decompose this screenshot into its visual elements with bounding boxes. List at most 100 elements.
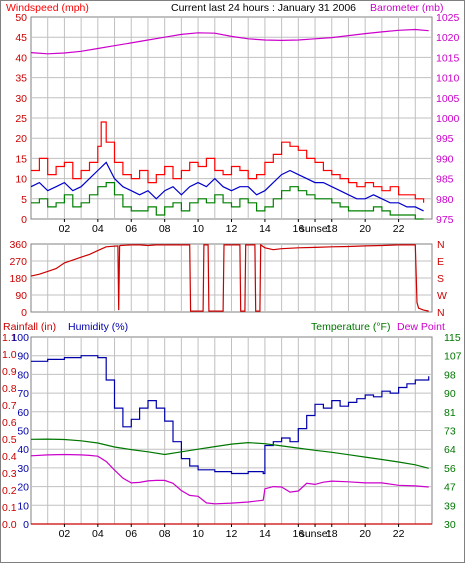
humidity-label: Humidity (%) xyxy=(68,321,128,333)
temperature-tick-label: 115 xyxy=(444,332,461,344)
barometer-tick-label: 990 xyxy=(436,153,454,165)
humidity-tick-label: 0 xyxy=(23,519,29,531)
wind-series-gust xyxy=(31,121,425,203)
barometer-tick-label: 995 xyxy=(436,133,454,145)
temperature-tick-label: 73 xyxy=(444,426,456,438)
wind-x-tick-label: 08 xyxy=(159,223,171,235)
humidity-x-tick-label: sunset xyxy=(300,528,331,540)
temperature-tick-label: 81 xyxy=(444,407,456,419)
direction-tick-label: 0 xyxy=(21,307,27,319)
rainfall-tick-label: 0.2 xyxy=(2,485,17,497)
humidity-x-tick-label: 08 xyxy=(159,528,171,540)
humidity-x-tick-label: 04 xyxy=(92,528,104,540)
temperature-tick-label: 39 xyxy=(444,500,456,512)
humidity-tick-label: 50 xyxy=(17,426,29,438)
wind-x-tick-label: 10 xyxy=(192,223,204,235)
direction-series xyxy=(30,243,429,312)
humidity-tick-label: 90 xyxy=(17,351,29,363)
windspeed-tick-label: 30 xyxy=(15,93,27,105)
barometer-tick-label: 1010 xyxy=(436,73,460,85)
temperature-tick-label: 47 xyxy=(444,482,456,494)
temperature-tick-label: 64 xyxy=(444,444,456,456)
direction-tick-label: 90 xyxy=(15,290,27,302)
wind-x-tick-label: 18 xyxy=(326,223,338,235)
rainfall-tick-label: 1.0 xyxy=(2,349,17,361)
windspeed-tick-label: 25 xyxy=(15,113,27,125)
humidity-series-temperature xyxy=(30,438,429,469)
temperature-tick-label: 107 xyxy=(444,351,462,363)
wind-x-tick-label: 12 xyxy=(226,223,238,235)
chart-title: Current last 24 hours : January 31 2006 xyxy=(171,2,356,14)
humidity-tick-label: 100 xyxy=(11,332,29,344)
direction-tick-label: 180 xyxy=(9,273,27,285)
temperature-label: Temperature (°F) xyxy=(311,321,390,333)
humidity-tick-label: 70 xyxy=(17,388,29,400)
wind-x-tick-label: 06 xyxy=(125,223,137,235)
temperature-tick-label: 90 xyxy=(444,388,456,400)
humidity-temperature-panel: Rainfall (in) Humidity (%) Temperature (… xyxy=(2,321,462,540)
windspeed-tick-label: 45 xyxy=(15,32,27,44)
barometer-tick-label: 980 xyxy=(436,194,454,206)
barometer-tick-label: 985 xyxy=(436,174,454,186)
wind-x-tick-label: 04 xyxy=(92,223,104,235)
humidity-x-tick-label: 02 xyxy=(59,528,71,540)
barometer-tick-label: 1005 xyxy=(436,93,460,105)
rainfall-tick-label: 0.3 xyxy=(2,468,17,480)
rainfall-tick-label: 0.8 xyxy=(2,383,17,395)
wind-x-tick-label: sunset xyxy=(300,223,331,235)
humidity-tick-label: 20 xyxy=(17,482,29,494)
rainfall-tick-label: 0.6 xyxy=(2,417,17,429)
compass-tick-label: S xyxy=(437,273,444,285)
temperature-tick-label: 30 xyxy=(444,519,456,531)
windspeed-tick-label: 0 xyxy=(21,214,27,226)
rainfall-label: Rainfall (in) xyxy=(3,321,56,333)
wind-x-tick-label: 02 xyxy=(59,223,71,235)
windspeed-tick-label: 40 xyxy=(15,52,27,64)
humidity-x-tick-label: 18 xyxy=(326,528,338,540)
temperature-tick-label: 56 xyxy=(444,463,456,475)
barometer-tick-label: 1025 xyxy=(436,12,460,24)
barometer-tick-label: 1015 xyxy=(436,52,460,64)
humidity-x-tick-label: 12 xyxy=(226,528,238,540)
humidity-tick-label: 80 xyxy=(17,369,29,381)
humidity-tick-label: 10 xyxy=(17,500,29,512)
windspeed-tick-label: 20 xyxy=(15,133,27,145)
wind-x-tick-label: 14 xyxy=(259,223,271,235)
direction-tick-label: 360 xyxy=(9,239,27,251)
humidity-x-tick-label: 06 xyxy=(125,528,137,540)
wind-series-minimum xyxy=(31,182,424,220)
wind-series-average xyxy=(30,161,424,212)
direction-tick-label: 270 xyxy=(9,256,27,268)
barometer-tick-label: 1020 xyxy=(436,32,460,44)
rainfall-tick-label: 0.9 xyxy=(2,366,17,378)
humidity-tick-label: 30 xyxy=(17,463,29,475)
humidity-x-tick-label: 22 xyxy=(393,528,405,540)
barometer-label: Barometer (mb) xyxy=(370,2,444,14)
windspeed-tick-label: 35 xyxy=(15,73,27,85)
barometer-tick-label: 975 xyxy=(436,214,454,226)
wind-x-tick-label: 22 xyxy=(393,223,405,235)
rainfall-tick-label: 0.0 xyxy=(2,519,17,531)
compass-tick-label: N xyxy=(437,239,445,251)
rainfall-tick-label: 0.4 xyxy=(2,451,17,463)
compass-tick-label: W xyxy=(437,290,447,302)
windspeed-tick-label: 15 xyxy=(15,153,27,165)
dewpoint-label: Dew Point xyxy=(397,321,445,333)
compass-tick-label: N xyxy=(437,307,445,319)
rainfall-tick-label: 0.1 xyxy=(2,502,17,514)
humidity-tick-label: 40 xyxy=(17,444,29,456)
humidity-series-dewpoint xyxy=(30,453,429,505)
wind-barometer-panel: Windspeed (mph) Current last 24 hours : … xyxy=(6,2,460,235)
wind-series-barometer xyxy=(30,28,429,55)
wind-x-tick-label: 20 xyxy=(359,223,371,235)
humidity-x-tick-label: 20 xyxy=(359,528,371,540)
windspeed-tick-label: 5 xyxy=(21,194,27,206)
humidity-series-humidity xyxy=(31,355,430,475)
rainfall-tick-label: 0.7 xyxy=(2,400,17,412)
humidity-x-tick-label: 16 xyxy=(292,528,304,540)
rainfall-tick-label: 1.1 xyxy=(2,332,17,344)
humidity-x-tick-label: 14 xyxy=(259,528,271,540)
humidity-x-tick-label: 10 xyxy=(192,528,204,540)
barometer-tick-label: 1000 xyxy=(436,113,460,125)
